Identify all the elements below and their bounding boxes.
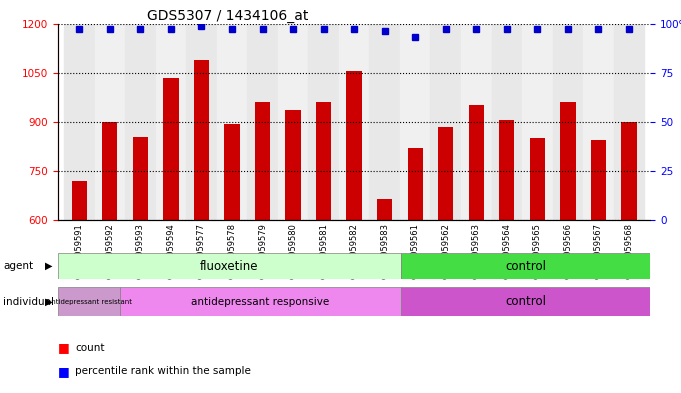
Bar <box>583 24 614 220</box>
Text: control: control <box>505 295 546 308</box>
Text: count: count <box>75 343 104 353</box>
Bar <box>163 78 178 220</box>
Bar <box>438 127 454 220</box>
Bar <box>401 287 650 316</box>
Bar <box>125 24 156 220</box>
Bar <box>469 105 484 220</box>
Bar <box>224 124 240 220</box>
Bar <box>102 122 117 220</box>
Bar <box>217 24 247 220</box>
Bar <box>400 24 430 220</box>
Bar <box>95 24 125 220</box>
Bar <box>133 136 148 220</box>
Bar <box>560 102 575 220</box>
Bar <box>499 120 514 220</box>
Text: antidepressant responsive: antidepressant responsive <box>191 297 330 307</box>
Bar <box>347 71 362 220</box>
Bar <box>522 24 552 220</box>
Bar <box>316 102 331 220</box>
Bar <box>72 181 87 220</box>
Bar <box>156 24 186 220</box>
Text: control: control <box>505 260 546 273</box>
Bar <box>591 140 606 220</box>
Bar <box>278 24 308 220</box>
Text: ▶: ▶ <box>45 261 53 271</box>
Bar <box>247 24 278 220</box>
Bar <box>461 24 492 220</box>
Text: GDS5307 / 1434106_at: GDS5307 / 1434106_at <box>147 9 308 22</box>
Bar <box>492 24 522 220</box>
Bar <box>401 253 650 279</box>
Bar <box>64 24 95 220</box>
Bar <box>308 24 339 220</box>
Bar <box>552 24 583 220</box>
Bar <box>621 122 637 220</box>
Bar <box>530 138 545 220</box>
Bar <box>285 110 301 220</box>
Text: ■: ■ <box>58 365 69 378</box>
Text: individual: individual <box>3 297 54 307</box>
Bar <box>369 24 400 220</box>
Text: ■: ■ <box>58 341 69 354</box>
Bar <box>339 24 369 220</box>
Bar <box>614 24 644 220</box>
Bar <box>186 24 217 220</box>
Bar <box>121 287 401 316</box>
Bar <box>430 24 461 220</box>
Text: percentile rank within the sample: percentile rank within the sample <box>75 366 251 376</box>
Bar <box>377 199 392 220</box>
Bar <box>255 102 270 220</box>
Text: fluoxetine: fluoxetine <box>200 260 259 273</box>
Bar <box>58 253 401 279</box>
Text: ▶: ▶ <box>45 297 53 307</box>
Bar <box>58 287 121 316</box>
Text: agent: agent <box>3 261 33 271</box>
Text: antidepressant resistant: antidepressant resistant <box>46 299 131 305</box>
Bar <box>194 60 209 220</box>
Bar <box>407 148 423 220</box>
